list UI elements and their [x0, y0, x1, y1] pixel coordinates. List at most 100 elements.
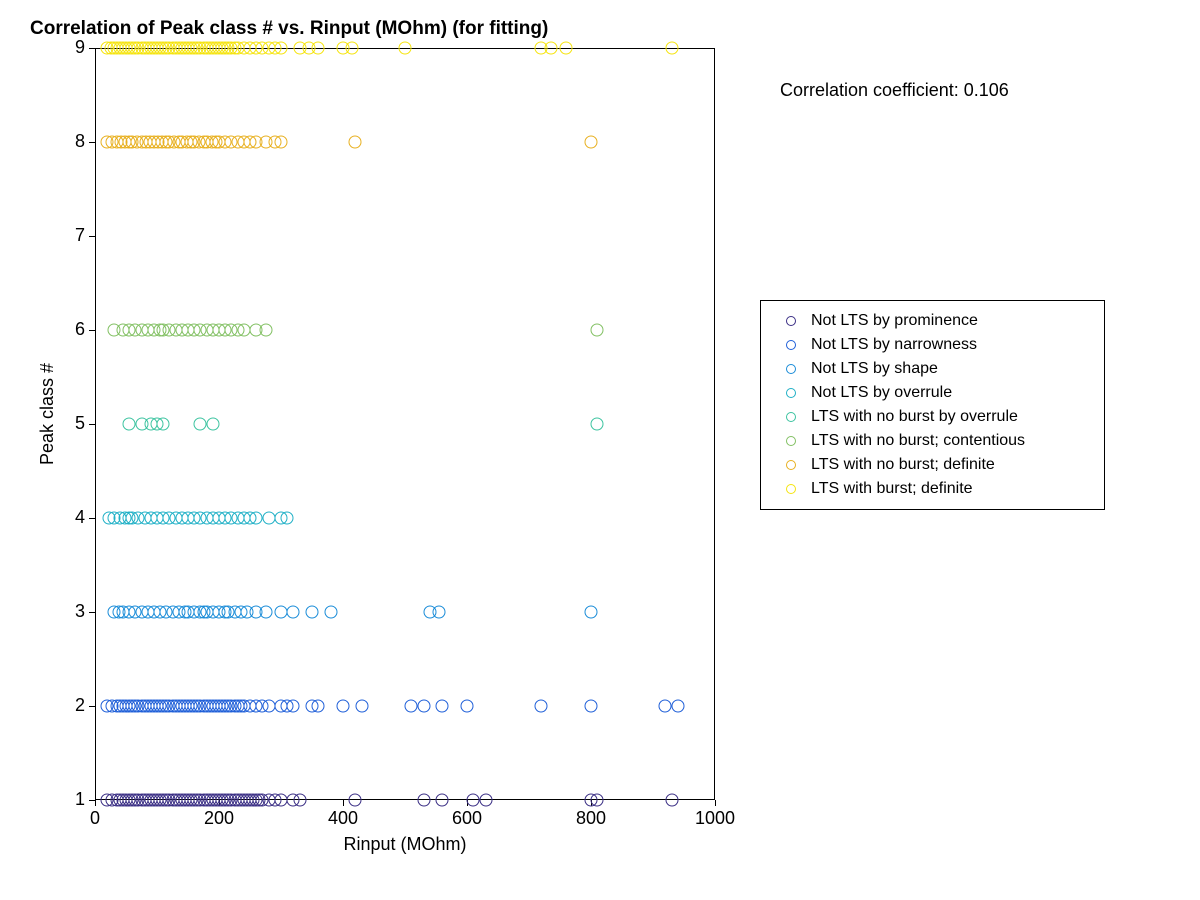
data-point [349, 136, 362, 149]
data-point [665, 42, 678, 55]
data-point [312, 42, 325, 55]
data-point [349, 794, 362, 807]
y-tick-label: 3 [75, 601, 85, 622]
legend-label: LTS with burst; definite [811, 480, 973, 498]
data-point [417, 794, 430, 807]
y-tick-mark [89, 518, 95, 519]
x-tick-mark [95, 800, 96, 806]
data-point [436, 794, 449, 807]
data-point [405, 700, 418, 713]
data-point [312, 700, 325, 713]
x-axis-label: Rinput (MOhm) [325, 834, 485, 855]
data-point [591, 794, 604, 807]
data-point [123, 418, 136, 431]
x-tick-label: 600 [447, 808, 487, 829]
x-tick-label: 1000 [695, 808, 735, 829]
data-point [399, 42, 412, 55]
data-point [259, 324, 272, 337]
x-tick-label: 400 [323, 808, 363, 829]
data-point [535, 700, 548, 713]
data-point [237, 324, 250, 337]
legend-marker-icon [771, 364, 811, 374]
correlation-annotation: Correlation coefficient: 0.106 [780, 80, 1009, 101]
y-tick-mark [89, 142, 95, 143]
data-point [293, 794, 306, 807]
legend-item: LTS with no burst; contentious [771, 429, 1094, 453]
legend-label: Not LTS by shape [811, 360, 938, 378]
y-tick-label: 5 [75, 413, 85, 434]
data-point [259, 606, 272, 619]
legend-label: LTS with no burst; contentious [811, 432, 1025, 450]
data-point [324, 606, 337, 619]
data-point [461, 700, 474, 713]
data-point [206, 418, 219, 431]
legend-marker-icon [771, 436, 811, 446]
x-tick-mark [715, 800, 716, 806]
legend-marker-icon [771, 388, 811, 398]
y-tick-label: 9 [75, 37, 85, 58]
data-point [560, 42, 573, 55]
y-tick-mark [89, 424, 95, 425]
data-point [275, 606, 288, 619]
data-point [585, 136, 598, 149]
data-point [436, 700, 449, 713]
legend-item: Not LTS by prominence [771, 309, 1094, 333]
data-point [591, 418, 604, 431]
data-point [346, 42, 359, 55]
y-tick-label: 2 [75, 695, 85, 716]
y-tick-mark [89, 236, 95, 237]
legend-marker-icon [771, 460, 811, 470]
data-point [671, 700, 684, 713]
x-tick-mark [343, 800, 344, 806]
legend-item: Not LTS by shape [771, 357, 1094, 381]
legend-label: Not LTS by narrowness [811, 336, 977, 354]
data-point [467, 794, 480, 807]
data-point [544, 42, 557, 55]
legend-item: Not LTS by narrowness [771, 333, 1094, 357]
legend-marker-icon [771, 340, 811, 350]
y-tick-label: 6 [75, 319, 85, 340]
data-point [417, 700, 430, 713]
data-point [306, 606, 319, 619]
legend-label: LTS with no burst; definite [811, 456, 995, 474]
data-point [262, 512, 275, 525]
data-point [275, 794, 288, 807]
legend-marker-icon [771, 316, 811, 326]
legend-marker-icon [771, 412, 811, 422]
data-point [157, 418, 170, 431]
legend-item: LTS with no burst; definite [771, 453, 1094, 477]
y-tick-mark [89, 48, 95, 49]
y-tick-label: 1 [75, 789, 85, 810]
legend-label: Not LTS by overrule [811, 384, 952, 402]
data-point [665, 794, 678, 807]
data-point [585, 700, 598, 713]
data-point [659, 700, 672, 713]
x-tick-label: 200 [199, 808, 239, 829]
data-point [287, 700, 300, 713]
y-tick-mark [89, 706, 95, 707]
x-tick-label: 800 [571, 808, 611, 829]
chart-title: Correlation of Peak class # vs. Rinput (… [30, 18, 548, 40]
legend-label: LTS with no burst by overrule [811, 408, 1018, 426]
y-tick-label: 7 [75, 225, 85, 246]
y-tick-label: 8 [75, 131, 85, 152]
x-tick-label: 0 [75, 808, 115, 829]
plot-area [95, 48, 715, 800]
legend-item: LTS with burst; definite [771, 477, 1094, 501]
data-point [479, 794, 492, 807]
data-point [287, 606, 300, 619]
legend-item: LTS with no burst by overrule [771, 405, 1094, 429]
data-point [275, 42, 288, 55]
data-point [281, 512, 294, 525]
legend-item: Not LTS by overrule [771, 381, 1094, 405]
y-tick-mark [89, 612, 95, 613]
legend-marker-icon [771, 484, 811, 494]
data-point [275, 136, 288, 149]
data-point [250, 512, 263, 525]
data-point [591, 324, 604, 337]
data-point [433, 606, 446, 619]
y-tick-mark [89, 330, 95, 331]
data-point [262, 700, 275, 713]
data-point [337, 700, 350, 713]
y-tick-label: 4 [75, 507, 85, 528]
